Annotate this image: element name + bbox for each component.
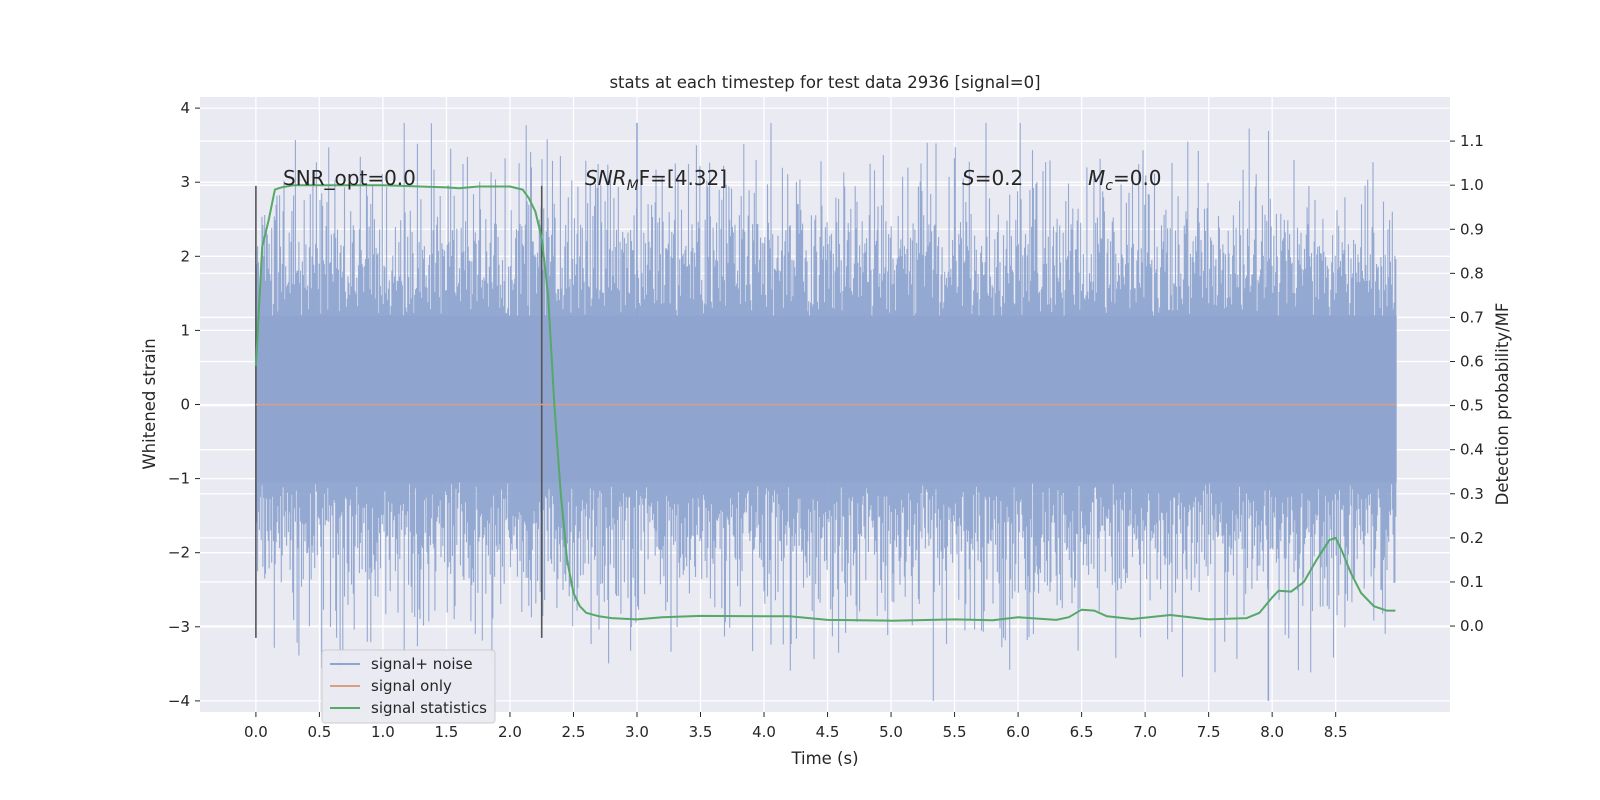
x-tick-label-3: 1.5 [435,723,459,741]
legend-label-statistics: signal statistics [371,699,487,717]
x-tick-label-17: 8.5 [1324,723,1348,741]
y2-tick-label-10: 0.1 [1460,573,1484,591]
signal-noise-series [255,122,1397,701]
y2-tick-label-5: 0.6 [1460,353,1484,371]
y2-tick-label-9: 0.2 [1460,529,1484,547]
annotation-mc-value: =0.0 [1113,166,1162,190]
x-tick-label-11: 5.5 [943,723,967,741]
y2-tick-label-4: 0.7 [1460,308,1484,326]
annotation-s-label: S [962,166,975,190]
x-tick-label-6: 3.0 [625,723,649,741]
y-tick-label-3: 1 [180,321,190,339]
y-tick-label-7: −3 [168,618,190,636]
y-tick-label-1: 3 [180,173,190,191]
x-tick-label-13: 6.5 [1070,723,1094,741]
y2-tick-label-0: 1.1 [1460,132,1484,150]
y2-tick-label-11: 0.0 [1460,617,1484,635]
y-tick-label-6: −2 [168,544,190,562]
annotation-s-value: =0.2 [975,166,1024,190]
annotation-mc: Mc=0.0 [1088,166,1162,194]
signal-statistics-series [254,184,1396,622]
legend: signal+ noise signal only signal statist… [321,649,496,724]
x-tick-label-12: 6.0 [1006,723,1030,741]
x-tick-label-15: 7.5 [1197,723,1221,741]
vertical-markers [255,185,543,638]
legend-label-noise: signal+ noise [371,655,473,673]
y-axis-label: Whitened strain [140,338,159,469]
x-tick-label-7: 3.5 [689,723,713,741]
x-tick-label-16: 8.0 [1260,723,1284,741]
annotations: SNR_opt=0.0 SNRMF=[4.32] S=0.2 Mc=0.0 [283,166,1162,194]
annotation-snr-opt: SNR_opt=0.0 [283,166,416,190]
y-tick-label-0: 4 [180,99,190,117]
annotation-mc-sub: c [1105,178,1113,194]
legend-label-signal: signal only [371,677,452,695]
annotation-snr-mf-prefix: SNR [585,166,627,190]
x-tick-label-0: 0.0 [244,723,268,741]
y2-tick-label-7: 0.4 [1460,441,1484,459]
y-tick-label-5: −1 [168,470,190,488]
x-tick-label-5: 2.5 [562,723,586,741]
axis-ticks: 0.0 0.5 1.0 1.5 2.0 2.5 3.0 3.5 4.0 4.5 5.0 5.5 6.0 6… [168,99,1484,741]
y2-axis-label: Detection probability/MF [1493,303,1512,506]
signal-noise-core [255,315,1397,483]
y-tick-label-4: 0 [180,396,190,414]
y-tick-label-2: 2 [180,247,190,265]
y2-tick-label-1: 1.0 [1460,176,1484,194]
legend-box [321,649,496,724]
annotation-s: S=0.2 [962,166,1023,190]
x-axis-label: Time (s) [790,749,858,768]
y2-tick-label-2: 0.9 [1460,220,1484,238]
signal-statistics-line [254,184,1396,622]
y2-tick-label-8: 0.3 [1460,485,1484,503]
annotation-snr-mf-sub: M [627,178,639,194]
annotation-mc-label: M [1088,166,1105,190]
annotation-snr-mf-suffix: F=[4.32] [639,166,727,190]
y2-tick-label-3: 0.8 [1460,264,1484,282]
x-tick-label-2: 1.0 [371,723,395,741]
y2-tick-label-6: 0.5 [1460,397,1484,415]
x-tick-label-8: 4.0 [752,723,776,741]
x-tick-label-14: 7.0 [1133,723,1157,741]
y-tick-label-8: −4 [168,692,190,710]
x-tick-label-9: 4.5 [816,723,840,741]
x-tick-label-4: 2.0 [498,723,522,741]
x-tick-label-1: 0.5 [307,723,331,741]
x-tick-label-10: 5.0 [879,723,903,741]
annotation-snr-mf: SNRMF=[4.32] [585,166,727,194]
chart-title: stats at each timestep for test data 293… [609,73,1040,92]
